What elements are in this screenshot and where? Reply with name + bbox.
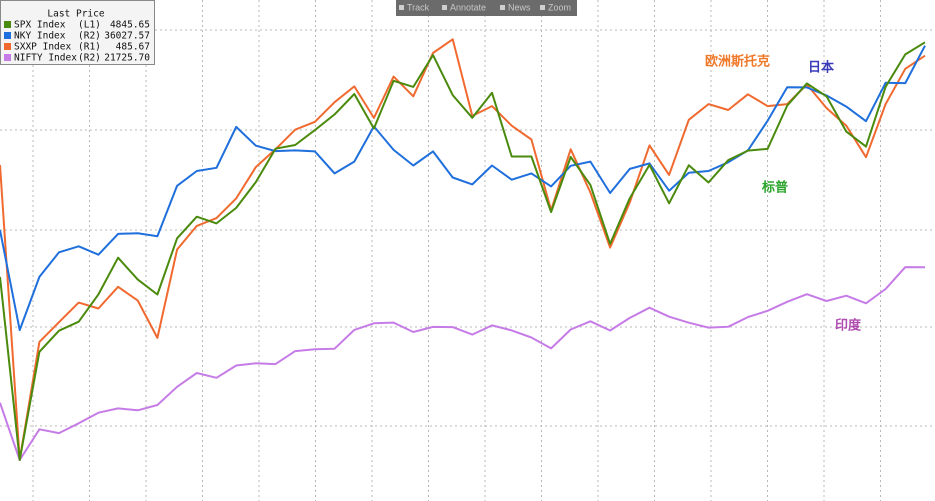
series-line — [0, 266, 926, 461]
legend-name: NKY Index — [14, 31, 66, 42]
annotation: 标普 — [761, 180, 788, 196]
annotation: 印度 — [835, 318, 862, 334]
toolbar-bg — [396, 0, 577, 16]
legend-title: Last Price — [47, 9, 104, 20]
legend-box — [0, 0, 155, 65]
annotation: 欧洲斯托克 — [705, 54, 770, 70]
annotation: 日本 — [808, 60, 834, 76]
legend-last-price: 36027.57 — [104, 31, 150, 42]
legend-swatch — [4, 32, 11, 39]
legend-name: SXXP Index — [14, 42, 71, 53]
series-line — [0, 41, 926, 461]
legend-last-price: 4845.65 — [110, 20, 150, 31]
toolbar-icon[interactable] — [500, 5, 505, 10]
legend-axis: (L1) — [78, 20, 101, 31]
legend-swatch — [4, 43, 11, 50]
legend: Last Price SPX Index (L1) 4845.65 NKY Index… — [0, 0, 155, 65]
legend-name: SPX Index — [14, 20, 66, 31]
toolbar-button[interactable]: Track — [407, 2, 430, 12]
series-line — [0, 38, 926, 461]
legend-last-price: 485.67 — [116, 42, 150, 53]
legend-name: NIFTY Index — [14, 53, 77, 64]
toolbar: Track Annotate News Zoom — [396, 0, 577, 16]
legend-axis: (R2) — [78, 31, 101, 42]
legend-swatch — [4, 21, 11, 28]
toolbar-button[interactable]: News — [508, 2, 531, 12]
toolbar-icon[interactable] — [540, 5, 545, 10]
lines — [0, 38, 926, 461]
toolbar-icon[interactable] — [399, 5, 404, 10]
toolbar-button[interactable]: Annotate — [450, 2, 486, 12]
legend-axis: (R1) — [78, 42, 101, 53]
toolbar-button[interactable]: Zoom — [548, 2, 571, 12]
legend-last-price: 21725.70 — [104, 53, 150, 64]
legend-swatch — [4, 54, 11, 61]
series-line — [0, 45, 926, 332]
toolbar-icon[interactable] — [442, 5, 447, 10]
legend-axis: (R2) — [78, 53, 101, 64]
